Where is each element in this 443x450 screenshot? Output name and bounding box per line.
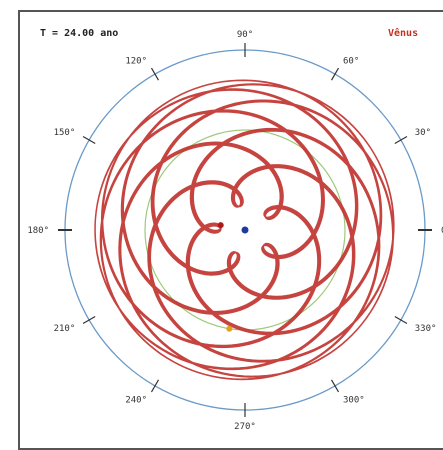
venus-marker (217, 222, 224, 229)
angle-labels: 0° 30° 60° 90° 120° 150° 180° 210° 240° 270° 300° 3… (27, 30, 443, 432)
angle-label: 30° (415, 128, 431, 138)
angle-label: 60° (343, 56, 359, 66)
angle-label: 330° (415, 324, 437, 334)
angle-label: 150° (54, 128, 76, 138)
angle-tick (82, 315, 96, 325)
angle-tick (330, 67, 340, 81)
angle-ticks (58, 43, 432, 417)
angle-tick (82, 135, 96, 145)
angle-label: 90° (237, 30, 253, 40)
series-group (94, 79, 395, 381)
angle-label: 240° (125, 396, 147, 406)
time-label: T = 24.00 ano (40, 28, 118, 39)
venus-path (94, 79, 395, 381)
markers-group (217, 222, 249, 332)
angle-tick (394, 135, 408, 145)
angle-label: 270° (234, 422, 256, 432)
angle-label: 300° (343, 396, 365, 406)
orbit-point-marker (226, 325, 233, 332)
angle-label: 210° (54, 324, 76, 334)
angle-label: 180° (27, 226, 49, 236)
angle-label: 0° (441, 226, 443, 236)
angle-tick (150, 379, 160, 393)
polar-chart: T = 24.00 ano Vênus 0° 30° 60° 90° 120° 150° 1… (27, 27, 443, 432)
planet-label: Vênus (388, 27, 418, 39)
plot-frame (18, 10, 443, 450)
angle-tick (330, 379, 340, 393)
angle-tick (150, 67, 160, 81)
angle-label: 120° (125, 56, 147, 66)
center-marker (241, 226, 249, 234)
angle-tick (394, 315, 408, 325)
